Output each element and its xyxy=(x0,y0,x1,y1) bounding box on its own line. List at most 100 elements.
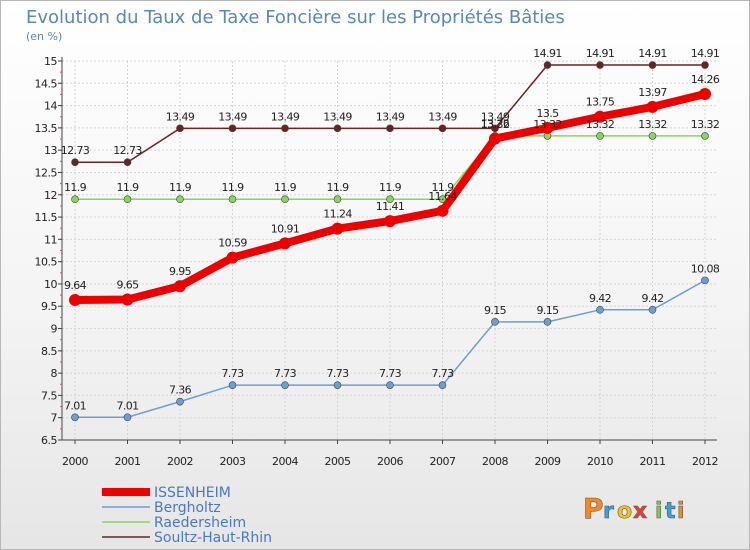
data-label-raedersheim: 11.9 xyxy=(274,181,297,194)
x-tick-label: 2002 xyxy=(167,455,193,468)
y-tick-label: 7 xyxy=(51,412,58,425)
x-tick-label: 2004 xyxy=(272,455,298,468)
data-label-issenheim: 9.95 xyxy=(169,265,192,278)
data-point-soultz-haut-rhin xyxy=(543,61,552,69)
data-point-raedersheim xyxy=(281,195,289,204)
data-label-bergholtz: 10.08 xyxy=(691,262,720,275)
data-point-raedersheim xyxy=(228,195,237,204)
data-point-issenheim xyxy=(541,121,554,134)
data-point-soultz-haut-rhin xyxy=(176,124,184,133)
data-point-bergholtz xyxy=(228,381,237,389)
data-point-soultz-haut-rhin xyxy=(648,61,657,69)
data-point-bergholtz xyxy=(386,381,394,389)
data-point-issenheim xyxy=(699,87,711,100)
data-point-raedersheim xyxy=(596,132,604,140)
x-tick-label: 2007 xyxy=(430,455,456,468)
data-point-soultz-haut-rhin xyxy=(386,124,394,133)
y-tick-label: 8 xyxy=(51,367,58,380)
data-point-raedersheim xyxy=(648,132,657,140)
data-label-issenheim: 14.26 xyxy=(691,73,720,86)
data-label-issenheim: 10.91 xyxy=(271,222,300,235)
y-axis-unit-label: (en %) xyxy=(26,30,62,43)
y-tick-label: 11 xyxy=(44,233,57,246)
data-point-issenheim xyxy=(174,280,186,293)
x-tick-label: 2012 xyxy=(692,455,718,468)
data-point-soultz-haut-rhin xyxy=(228,124,237,133)
brand-letter: i xyxy=(655,499,663,524)
brand-letter: o xyxy=(617,499,632,524)
y-tick-label: 6.5 xyxy=(41,434,57,447)
x-tick-label: 2009 xyxy=(535,455,561,468)
brand-letter: P xyxy=(583,492,604,525)
data-label-raedersheim: 13.32 xyxy=(586,118,615,131)
data-point-soultz-haut-rhin xyxy=(123,158,132,167)
legend-label-raedersheim: Raedersheim xyxy=(154,515,246,531)
data-label-raedersheim: 13.32 xyxy=(691,118,720,131)
data-label-bergholtz: 9.42 xyxy=(589,292,611,305)
data-point-bergholtz xyxy=(123,413,132,422)
brand-letter: r xyxy=(603,499,614,524)
data-point-raedersheim xyxy=(176,195,184,204)
data-label-raedersheim: 11.9 xyxy=(169,181,192,194)
data-label-soultz-haut-rhin: 13.49 xyxy=(323,110,352,123)
data-label-bergholtz: 9.15 xyxy=(536,304,559,317)
data-label-issenheim: 11.64 xyxy=(428,190,457,203)
y-tick-label: 9 xyxy=(51,323,58,336)
y-axis-ticks: 6.5 7 7.5 8 8.5 9 9.5 10 10.5 11 11.5 12 12.5 13 13.5 1… xyxy=(35,55,62,447)
data-point-bergholtz xyxy=(438,381,447,389)
data-label-soultz-haut-rhin: 13.49 xyxy=(376,110,405,123)
data-point-raedersheim xyxy=(123,195,132,204)
y-tick-label: 14.5 xyxy=(35,77,58,90)
data-point-issenheim xyxy=(489,132,501,145)
data-point-raedersheim xyxy=(701,132,709,140)
x-tick-label: 2003 xyxy=(220,455,246,468)
series-group xyxy=(69,61,711,422)
data-point-issenheim xyxy=(594,110,606,123)
y-tick-label: 8.5 xyxy=(41,345,57,358)
data-label-raedersheim: 13.32 xyxy=(533,118,562,131)
data-label-soultz-haut-rhin: 12.73 xyxy=(113,144,142,157)
data-point-bergholtz xyxy=(648,306,657,314)
y-tick-label: 10.5 xyxy=(35,256,58,269)
data-label-soultz-haut-rhin: 13.49 xyxy=(271,110,300,123)
data-label-bergholtz: 7.73 xyxy=(326,367,349,380)
data-point-soultz-haut-rhin xyxy=(701,61,709,69)
data-labels: 12.73 12.73 13.49 13.49 13.49 13.49 13.49 13.49… xyxy=(61,47,721,412)
brand-letter: i xyxy=(677,499,685,524)
data-label-issenheim: 13.26 xyxy=(481,118,510,131)
data-label-bergholtz: 7.36 xyxy=(169,384,192,397)
x-axis-ticks: 2000 2001 2002 2003 2004 2005 2006 2007 2008 2009… xyxy=(62,440,719,468)
y-tick-label: 14 xyxy=(44,100,57,113)
data-point-soultz-haut-rhin xyxy=(333,124,342,133)
data-label-raedersheim: 11.9 xyxy=(326,181,349,194)
data-point-raedersheim xyxy=(386,195,394,204)
grid-lines xyxy=(62,60,717,441)
data-point-soultz-haut-rhin xyxy=(281,124,289,133)
data-label-soultz-haut-rhin: 14.91 xyxy=(691,47,720,60)
y-tick-label: 7.5 xyxy=(41,389,57,402)
data-point-issenheim xyxy=(436,204,449,217)
data-label-raedersheim: 13.32 xyxy=(481,118,510,131)
data-point-issenheim xyxy=(384,215,396,228)
brand-letter: t xyxy=(665,499,676,524)
data-point-soultz-haut-rhin xyxy=(71,158,79,167)
data-point-bergholtz xyxy=(333,381,342,389)
legend-label-soultz-haut-rhin: Soultz-Haut-Rhin xyxy=(154,530,272,546)
data-label-soultz-haut-rhin: 14.91 xyxy=(533,47,562,60)
y-tick-label: 9.5 xyxy=(41,300,57,313)
data-label-soultz-haut-rhin: 13.49 xyxy=(481,110,510,123)
data-label-issenheim: 11.41 xyxy=(376,200,405,213)
data-point-bergholtz xyxy=(176,397,184,406)
y-tick-label: 11.5 xyxy=(35,211,58,224)
data-label-issenheim: 13.75 xyxy=(586,96,615,109)
y-tick-label: 12.5 xyxy=(35,166,58,179)
data-label-issenheim: 13.97 xyxy=(638,86,667,99)
data-label-soultz-haut-rhin: 13.49 xyxy=(218,110,247,123)
data-point-bergholtz xyxy=(701,276,709,285)
data-point-bergholtz xyxy=(543,318,552,326)
data-label-soultz-haut-rhin: 14.91 xyxy=(638,47,667,60)
data-point-raedersheim xyxy=(71,195,79,204)
data-point-bergholtz xyxy=(491,318,499,326)
